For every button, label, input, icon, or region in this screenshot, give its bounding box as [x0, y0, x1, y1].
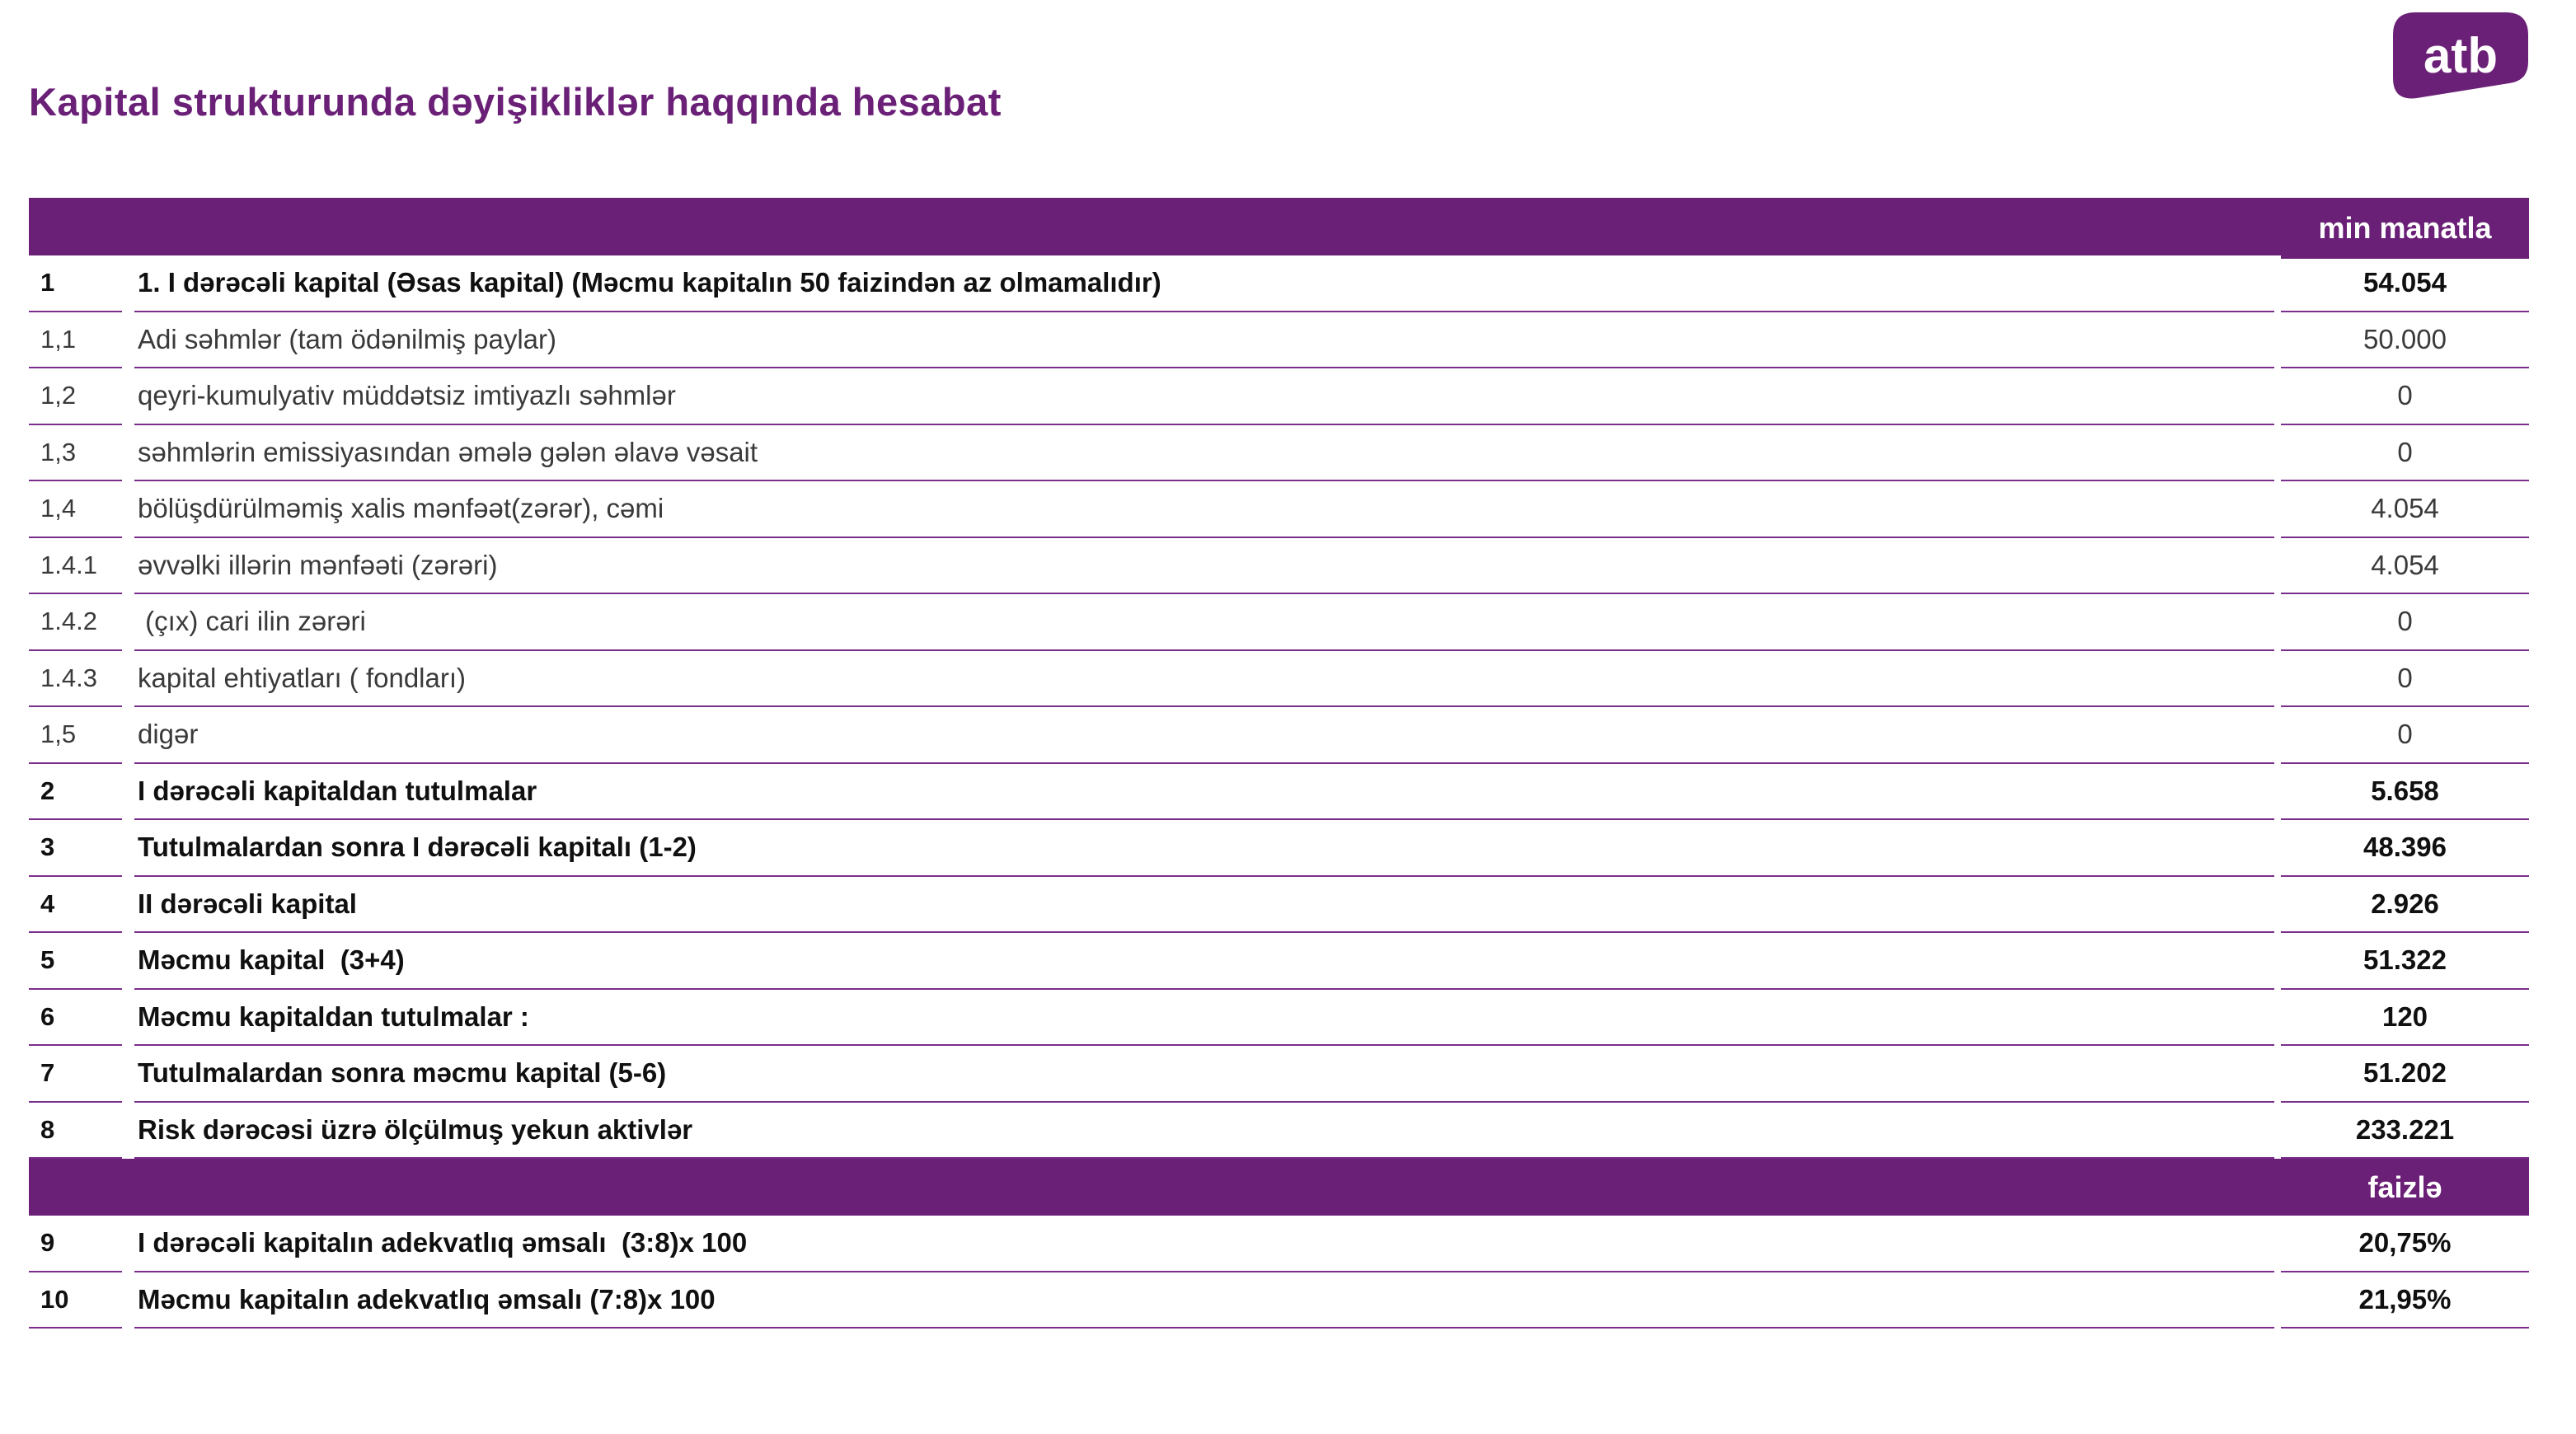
row-label: 1. I dərəcəli kapital (Əsas kapital) (Mə… [134, 255, 2274, 312]
percent-section-bar: faizlə [29, 1159, 2529, 1216]
table-row: 7 Tutulmalardan sonra məcmu kapital (5-6… [29, 1046, 2529, 1103]
row-number: 10 [29, 1272, 122, 1329]
table-row: 5 Məcmu kapital (3+4) 51.322 [29, 933, 2529, 990]
row-number: 8 [29, 1103, 122, 1159]
table-row: 9 I dərəcəli kapitalın adekvatlıq əmsalı… [29, 1216, 2529, 1272]
row-number: 1,4 [29, 481, 122, 538]
row-label: Tutulmalardan sonra məcmu kapital (5-6) [134, 1046, 2274, 1103]
unit-header-cell: min manatla [2281, 198, 2529, 259]
row-value: 51.322 [2281, 933, 2529, 990]
table-row: 3 Tutulmalardan sonra I dərəcəli kapital… [29, 820, 2529, 877]
row-value: 4.054 [2281, 538, 2529, 594]
row-number: 1.4.1 [29, 538, 122, 594]
row-number: 9 [29, 1216, 122, 1272]
row-number: 1 [29, 255, 122, 312]
table-row: 2 I dərəcəli kapitaldan tutulmalar 5.658 [29, 764, 2529, 820]
row-value: 5.658 [2281, 764, 2529, 820]
row-number: 1,2 [29, 368, 122, 425]
row-number: 1.4.3 [29, 651, 122, 707]
header-bar-filler [29, 198, 2281, 255]
percent-bar-filler [29, 1159, 2281, 1216]
row-number: 5 [29, 933, 122, 990]
row-label: (çıx) cari ilin zərəri [134, 594, 2274, 651]
row-label: digər [134, 707, 2274, 764]
row-value: 4.054 [2281, 481, 2529, 538]
row-label: I dərəcəli kapitalın adekvatlıq əmsalı (… [134, 1216, 2274, 1272]
row-number: 1,3 [29, 425, 122, 481]
row-value: 2.926 [2281, 877, 2529, 933]
percent-header-cell: faizlə [2281, 1159, 2529, 1216]
row-value: 0 [2281, 425, 2529, 481]
row-value: 0 [2281, 594, 2529, 651]
row-label: Adi səhmlər (tam ödənilmiş paylar) [134, 312, 2274, 368]
table-row: 1.4.3 kapital ehtiyatları ( fondları) 0 [29, 651, 2529, 707]
table-row: 1.4.1 əvvəlki illərin mənfəəti (zərəri) … [29, 538, 2529, 594]
row-number: 4 [29, 877, 122, 933]
capital-structure-table: min manatla 1 1. I dərəcəli kapital (Əsa… [29, 198, 2529, 1329]
row-value: 0 [2281, 368, 2529, 425]
row-value: 0 [2281, 651, 2529, 707]
row-value: 20,75% [2281, 1216, 2529, 1272]
row-value: 51.202 [2281, 1046, 2529, 1103]
table-header-bar: min manatla [29, 198, 2529, 259]
row-label: qeyri-kumulyativ müddətsiz imtiyazlı səh… [134, 368, 2274, 425]
row-value: 21,95% [2281, 1272, 2529, 1329]
row-number: 1,1 [29, 312, 122, 368]
table-row: 10 Məcmu kapitalın adekvatlıq əmsalı (7:… [29, 1272, 2529, 1329]
row-number: 2 [29, 764, 122, 820]
table-row: 8 Risk dərəcəsi üzrə ölçülmuş yekun akti… [29, 1103, 2529, 1159]
atb-logo-icon: atb [2393, 12, 2528, 99]
row-number: 1.4.2 [29, 594, 122, 651]
row-value: 120 [2281, 990, 2529, 1046]
table-row: 1,5 digər 0 [29, 707, 2529, 764]
table-row: 1,3 səhmlərin emissiyasından əmələ gələn… [29, 425, 2529, 481]
row-label: Risk dərəcəsi üzrə ölçülmuş yekun aktivl… [134, 1103, 2274, 1159]
row-number: 3 [29, 820, 122, 877]
row-number: 6 [29, 990, 122, 1046]
row-label: I dərəcəli kapitaldan tutulmalar [134, 764, 2274, 820]
row-value: 233.221 [2281, 1103, 2529, 1159]
atb-logo: atb [2393, 12, 2528, 100]
table-row: 1.4.2 (çıx) cari ilin zərəri 0 [29, 594, 2529, 651]
row-label: II dərəcəli kapital [134, 877, 2274, 933]
row-value: 48.396 [2281, 820, 2529, 877]
table-body: 1 1. I dərəcəli kapital (Əsas kapital) (… [29, 255, 2529, 1159]
row-value: 0 [2281, 707, 2529, 764]
row-label: bölüşdürülməmiş xalis mənfəət(zərər), cə… [134, 481, 2274, 538]
row-label: Məcmu kapitalın adekvatlıq əmsalı (7:8)x… [134, 1272, 2274, 1329]
row-value: 50.000 [2281, 312, 2529, 368]
row-label: səhmlərin emissiyasından əmələ gələn əla… [134, 425, 2274, 481]
row-label: Məcmu kapitaldan tutulmalar : [134, 990, 2274, 1046]
row-label: əvvəlki illərin mənfəəti (zərəri) [134, 538, 2274, 594]
row-value: 54.054 [2281, 255, 2529, 312]
row-number: 1,5 [29, 707, 122, 764]
table-row: 1 1. I dərəcəli kapital (Əsas kapital) (… [29, 255, 2529, 312]
table-row: 6 Məcmu kapitaldan tutulmalar : 120 [29, 990, 2529, 1046]
table-row: 1,1 Adi səhmlər (tam ödənilmiş paylar) 5… [29, 312, 2529, 368]
row-label: Məcmu kapital (3+4) [134, 933, 2274, 990]
row-number: 7 [29, 1046, 122, 1103]
table-row: 1,4 bölüşdürülməmiş xalis mənfəət(zərər)… [29, 481, 2529, 538]
table-row: 4 II dərəcəli kapital 2.926 [29, 877, 2529, 933]
table-row: 1,2 qeyri-kumulyativ müddətsiz imtiyazlı… [29, 368, 2529, 425]
row-label: Tutulmalardan sonra I dərəcəli kapitalı … [134, 820, 2274, 877]
page-title: Kapital strukturunda dəyişikliklər haqqı… [29, 80, 1002, 124]
row-label: kapital ehtiyatları ( fondları) [134, 651, 2274, 707]
atb-logo-text: atb [2424, 28, 2498, 83]
percent-table-body: 9 I dərəcəli kapitalın adekvatlıq əmsalı… [29, 1216, 2529, 1329]
